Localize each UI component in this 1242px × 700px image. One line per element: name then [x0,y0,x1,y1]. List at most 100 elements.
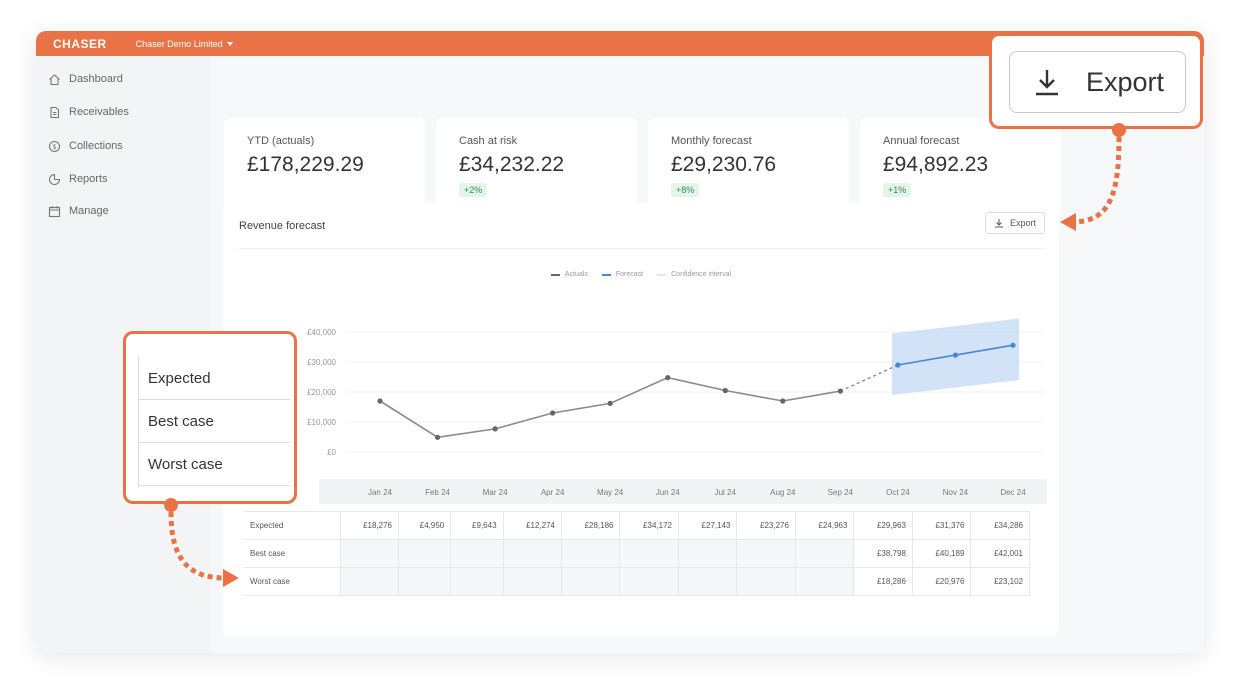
table-cell [794,539,855,568]
legend-forecast[interactable]: Forecast [601,271,644,278]
x-tick-label: Mar 24 [482,488,508,497]
x-tick-label: Jul 24 [714,488,736,497]
stat-label: Cash at risk [459,135,518,147]
coin-icon: $ [47,139,61,153]
scenario-worst-case[interactable]: Worst case [138,443,290,486]
forecast-table: Expected £18,276 £4,950 £9,643 £12,274 £28,18… [244,511,1030,596]
table-cell [339,567,399,596]
sidebar-item-label: Manage [69,205,109,217]
app-logo[interactable]: CHASER [53,36,107,51]
x-tick-label: Jun 24 [655,488,680,497]
sidebar-item-label: Collections [69,140,123,152]
legend-swatch [601,273,611,276]
stat-value: £29,230.76 [671,153,777,176]
table-cell [619,567,679,596]
row-label: Expected [244,511,341,540]
sidebar-item-receivables[interactable]: Receivables [47,105,129,119]
legend-label: Confidence interval [671,271,732,278]
table-cell: £34,172 [619,511,679,540]
stat-value: £94,892.23 [883,153,989,176]
stat-card-monthly-forecast: Monthly forecast £29,230.76 +8% [648,118,849,213]
y-tick-label: £10,000 [307,418,336,427]
sidebar-item-collections[interactable]: $ Collections [47,139,123,153]
actuals-point [837,388,843,394]
calendar-icon [47,204,61,218]
table-row: Worst case £18,286 £20,976 £23,102 [244,567,1030,596]
scenario-label: Worst case [148,455,223,473]
export-callout: Export [989,33,1203,129]
sidebar-item-label: Receivables [69,106,129,118]
sidebar-item-label: Reports [69,173,108,185]
stat-value: £34,232.22 [459,153,565,176]
table-cell: £42,001 [970,539,1030,568]
table-cell [736,539,796,568]
table-cell [450,539,504,568]
y-tick-label: £20,000 [307,388,336,397]
table-cell [619,539,679,568]
table-cell: £18,286 [853,567,913,596]
sidebar-item-reports[interactable]: Reports [47,172,108,186]
revenue-forecast-panel: Revenue forecast Export Actuals Forecast… [223,203,1059,636]
sidebar-item-label: Dashboard [69,73,123,85]
table-cell [677,567,738,596]
legend-label: Forecast [615,271,644,278]
svg-text:$: $ [52,143,56,151]
sidebar-item-manage[interactable]: Manage [47,204,109,218]
chart-legend: Actuals Forecast Confidence interval [223,271,1059,278]
change-badge: +8% [671,183,700,197]
connector-dot [1112,123,1126,137]
stat-label: Monthly forecast [671,135,752,147]
actuals-point [434,434,441,440]
connector-line [168,511,226,581]
home-icon [47,72,61,86]
pie-chart-icon [47,172,61,186]
arrow-head [223,569,239,587]
divider [239,248,1045,249]
connector-line [1071,136,1122,225]
org-switcher[interactable]: Chaser Demo Limited [136,39,233,49]
change-badge: +1% [883,183,912,197]
forecast-point [1010,342,1016,348]
stat-label: YTD (actuals) [247,135,315,147]
x-tick-label: Aug 24 [770,488,796,497]
forecast-point [895,362,901,368]
table-cell: £29,963 [853,511,913,540]
stat-card-cash-at-risk: Cash at risk £34,232.22 +2% [436,118,637,213]
table-cell: £12,274 [502,511,563,540]
table-cell: £20,976 [911,567,972,596]
arrow-head [1060,213,1076,231]
legend-confidence[interactable]: Confidence interval [657,271,731,278]
x-tick-label: Feb 24 [425,488,450,497]
scenario-best-case[interactable]: Best case [138,400,290,443]
actuals-point [780,398,786,404]
table-cell: £38,798 [853,539,913,568]
x-tick-label: Nov 24 [942,488,969,497]
x-tick-label: Oct 24 [886,488,910,497]
table-cell [502,567,563,596]
table-cell [677,539,738,568]
scenario-label: Best case [148,412,214,430]
chevron-down-icon [226,41,233,46]
y-tick-label: £0 [327,448,336,457]
legend-actuals[interactable]: Actuals [550,271,588,278]
panel-title: Revenue forecast [239,220,326,232]
table-cell [794,567,855,596]
scenario-expected[interactable]: Expected [138,357,290,400]
legend-swatch [657,273,667,276]
table-cell: £18,276 [339,511,399,540]
sidebar-item-dashboard[interactable]: Dashboard [47,72,123,86]
export-button-zoomed[interactable]: Export [1009,51,1186,113]
row-label: Worst case [244,567,341,596]
actuals-point [665,375,671,381]
actuals-point [607,400,613,406]
export-button[interactable]: Export [984,212,1045,234]
legend-label: Actuals [564,271,588,278]
stat-card-ytd: YTD (actuals) £178,229.29 [224,118,425,213]
y-tick-label: £40,000 [307,328,336,337]
scenario-label: Expected [148,369,211,387]
table-cell [397,539,452,568]
forecast-point [952,352,959,358]
table-row: Expected £18,276 £4,950 £9,643 £12,274 £28,18… [244,511,1030,540]
forecast-bridge-line [840,364,899,392]
